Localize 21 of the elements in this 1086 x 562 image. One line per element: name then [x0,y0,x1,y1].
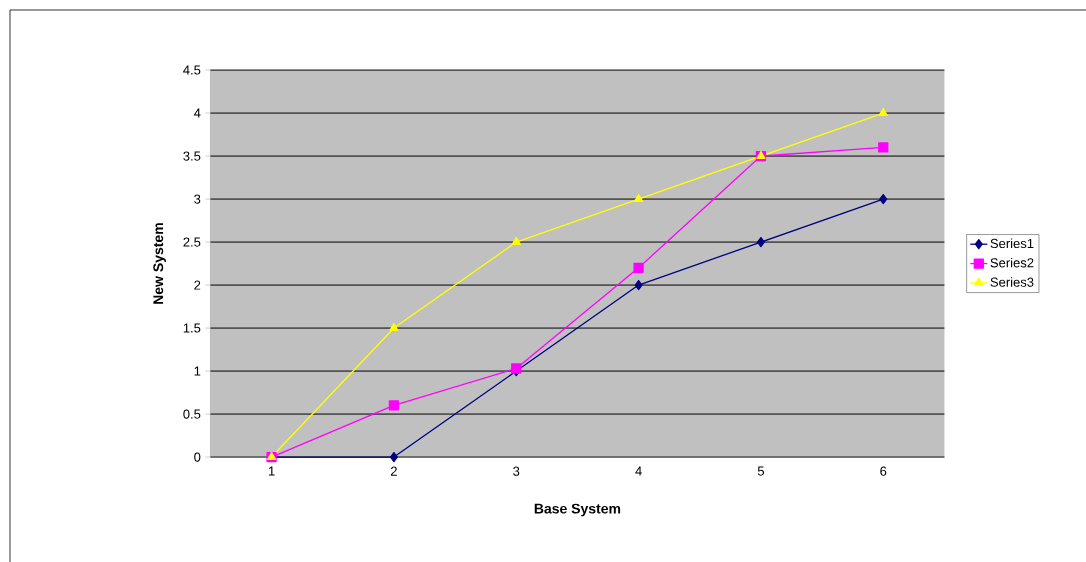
x-tick-label: 4 [635,466,642,476]
y-tick-label: 0.5 [183,409,201,419]
y-tick-label: 1 [194,366,201,376]
y-tick-label: 2.5 [183,237,201,247]
x-tick-label: 3 [513,466,520,476]
y-axis-title: New System [153,223,166,304]
x-tick-label: 2 [390,466,397,476]
y-tick-label: 1.5 [183,323,201,333]
y-tick-label: 0 [194,452,201,462]
x-tick-label: 5 [757,466,764,476]
legend-label: Series1 [990,238,1034,249]
x-tick-label: 1 [268,466,275,476]
x-axis-title: Base System [534,503,621,517]
y-tick-label: 3 [194,194,201,204]
y-tick-label: 2 [194,280,201,290]
y-tick-label: 4.5 [183,65,201,75]
y-tick-label: 4 [193,108,201,118]
x-tick-label: 6 [880,466,887,476]
legend-label: Series2 [990,257,1034,268]
y-tick-label: 3.5 [183,151,201,161]
legend-label: Series3 [990,277,1034,287]
